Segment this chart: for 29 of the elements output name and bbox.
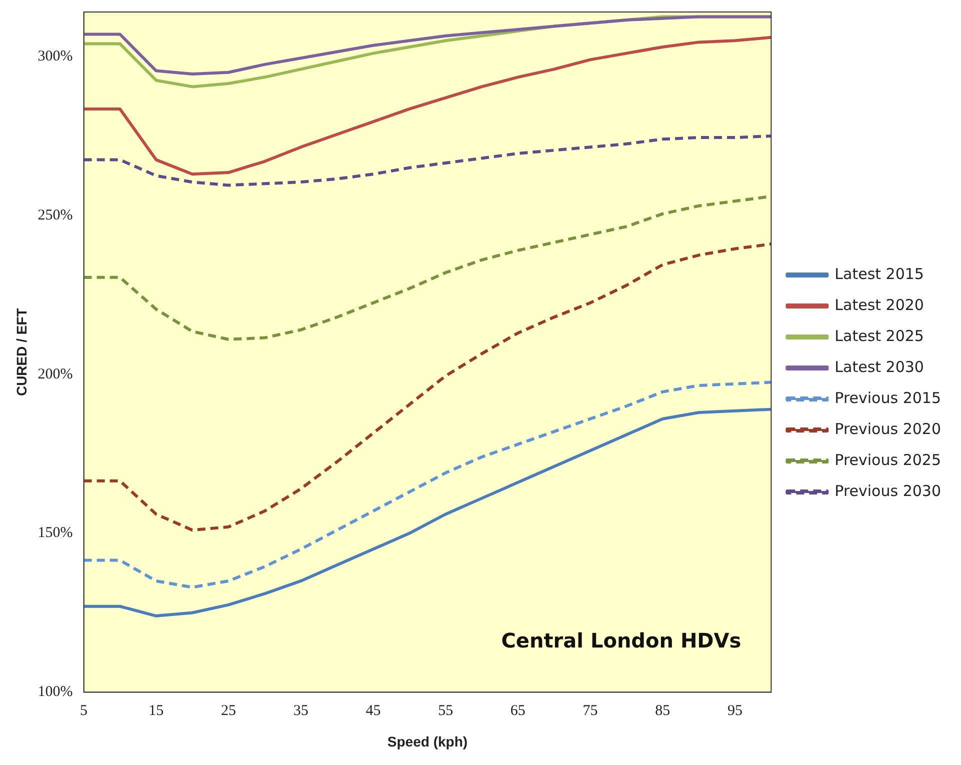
legend-label: Previous 2015 [834, 388, 942, 407]
x-tick-label: 95 [727, 703, 742, 720]
legend-label: Previous 2025 [834, 450, 942, 469]
y-tick-label: 200% [38, 366, 73, 382]
x-tick-label: 85 [655, 703, 670, 720]
legend-label: Latest 2030 [834, 358, 924, 376]
x-axis-title: Speed (kph) [387, 733, 468, 750]
annotation: Central London HDVs [501, 628, 742, 652]
x-tick-label: 25 [221, 703, 236, 720]
x-tick-label: 65 [510, 703, 526, 720]
legend-label: Latest 2020 [834, 296, 924, 314]
legend-label: Latest 2025 [834, 326, 924, 345]
legend-label: Previous 2030 [834, 482, 942, 500]
y-tick-label: 150% [38, 525, 73, 542]
x-tick-label: 45 [366, 703, 381, 720]
x-tick-label: 35 [293, 703, 308, 720]
y-tick-label: 250% [38, 207, 73, 224]
legend-label: Latest 2015 [834, 264, 924, 283]
y-axis-title: CURED / EFT [13, 308, 30, 396]
x-tick-label: 15 [148, 703, 164, 720]
legend-label: Previous 2020 [834, 420, 942, 438]
y-tick-label: 300% [38, 48, 73, 64]
x-tick-label: 75 [582, 703, 598, 720]
line-series [82, 134, 773, 187]
line-series [82, 242, 773, 532]
line-series [82, 380, 773, 589]
x-tick-label: 5 [80, 703, 88, 720]
y-tick-label: 100% [38, 684, 73, 700]
x-tick-label: 55 [438, 703, 454, 720]
